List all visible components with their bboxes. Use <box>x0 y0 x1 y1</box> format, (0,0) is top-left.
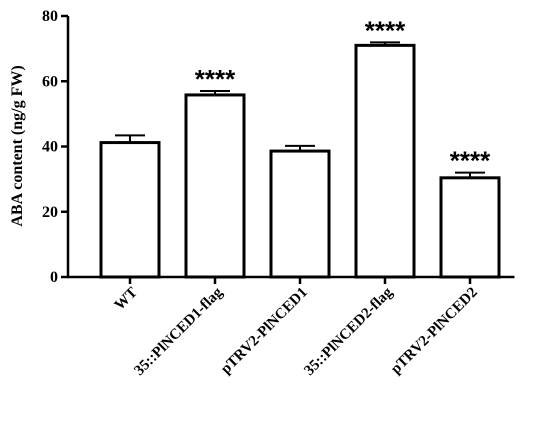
bar <box>439 176 501 279</box>
bar <box>269 149 331 279</box>
y-tick-label: 60 <box>42 73 58 90</box>
y-tick-label: 40 <box>42 139 58 156</box>
y-axis-title: ABA content (ng/g FW) <box>9 65 26 226</box>
bar <box>184 93 246 279</box>
significance-label: **** <box>450 146 491 176</box>
x-tick-label: pTRV2-PlNCED1 <box>218 285 311 378</box>
x-tick-label: 35::PlNCED1-flag <box>131 284 226 379</box>
y-tick-label: 0 <box>50 269 58 286</box>
x-tick-label: WT <box>112 285 141 314</box>
bar <box>99 141 161 279</box>
significance-label: **** <box>195 64 236 94</box>
x-tick-label: 35::PlNCED2-flag <box>301 284 396 379</box>
x-tick-label: pTRV2-PlNCED2 <box>388 285 481 378</box>
significance-label: **** <box>365 15 406 45</box>
y-tick-label: 20 <box>42 204 58 221</box>
y-tick-label: 80 <box>42 8 58 25</box>
plot-area: 020406080WT****35::PlNCED1-flagpTRV2-PlN… <box>42 8 515 379</box>
bar <box>354 43 416 279</box>
